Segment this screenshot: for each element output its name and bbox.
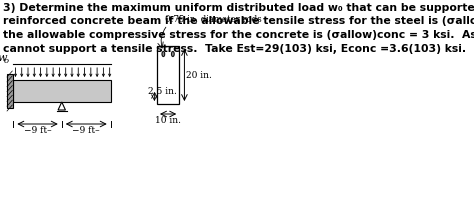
Text: w: w	[0, 53, 7, 63]
Text: 2.5 in.: 2.5 in.	[147, 87, 176, 97]
Text: 20 in.: 20 in.	[186, 70, 212, 80]
Text: cannot support a tensile stress.  Take Est=29(103) ksi, Econc =3.6(103) ksi.: cannot support a tensile stress. Take Es…	[3, 43, 466, 54]
Text: −9 ft–: −9 ft–	[24, 126, 51, 135]
Circle shape	[162, 52, 164, 57]
Text: the allowable compressive stress for the concrete is (σallow)conc = 3 ksi.  Assu: the allowable compressive stress for the…	[3, 30, 474, 40]
Polygon shape	[58, 102, 65, 110]
Text: reinforced concrete beam if the allowable tensile stress for the steel is (σallo: reinforced concrete beam if the allowabl…	[3, 17, 474, 26]
Text: 0.75-in. diameter rods: 0.75-in. diameter rods	[165, 15, 262, 24]
Text: o: o	[4, 57, 9, 65]
Text: 10 in.: 10 in.	[155, 116, 181, 125]
Bar	[157, 46, 179, 104]
Text: 3) Determine the maximum uniform distributed load w₀ that can be supported by th: 3) Determine the maximum uniform distrib…	[3, 3, 474, 13]
Bar	[13, 80, 111, 102]
Bar	[7, 74, 13, 108]
Circle shape	[172, 52, 174, 57]
Text: −9 ft–: −9 ft–	[73, 126, 100, 135]
